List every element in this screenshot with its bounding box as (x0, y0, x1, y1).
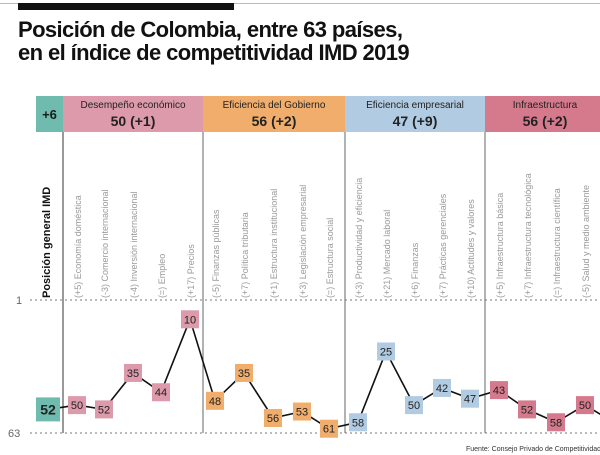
y-axis-label: Posición general IMD (41, 187, 53, 298)
data-label: 43 (493, 385, 505, 397)
group-score: 56 (+2) (523, 113, 568, 129)
chart-title: Posición de Colombia, entre 63 países, e… (18, 17, 410, 65)
top-rule (0, 3, 600, 4)
data-point (320, 419, 338, 438)
category-label: (+3) Productividad y eficiencia (354, 178, 364, 298)
data-label: 10 (184, 314, 196, 326)
group-header-box (63, 96, 203, 132)
group-name: Eficiencia empresarial (366, 100, 464, 111)
source-note: Fuente: Consejo Privado de Competitivida… (466, 446, 600, 453)
group-score: 50 (+1) (111, 113, 156, 129)
category-label: (-5) Finanzas públicas (211, 209, 221, 298)
category-label: (=) Estructura social (325, 218, 335, 298)
data-label: 52 (98, 404, 110, 416)
overall-change: +6 (42, 107, 57, 122)
data-label: 58 (550, 417, 562, 429)
data-label: 48 (209, 396, 221, 408)
data-point (124, 363, 142, 382)
data-point (264, 408, 282, 427)
group-header-box (345, 96, 485, 132)
data-label: 52 (40, 401, 56, 417)
category-label: (+7) Infraestructura tecnológica (523, 173, 533, 298)
data-point (293, 402, 311, 421)
data-label: 47 (464, 394, 476, 406)
group-score: 47 (+9) (393, 113, 438, 129)
top-bar (18, 3, 234, 10)
data-point (152, 383, 170, 402)
group-name: Infraestructura (513, 100, 578, 111)
category-label: (+6) Finanzas (410, 242, 420, 298)
category-label: (+7) Prácticas gerenciales (438, 193, 448, 298)
data-point (36, 397, 60, 422)
data-label: 61 (323, 424, 335, 436)
data-point (576, 396, 594, 415)
category-label: (+10) Actitudes y valores (466, 199, 476, 298)
data-point (405, 396, 423, 415)
data-label: 25 (380, 346, 392, 358)
title-line-1: Posición de Colombia, entre 63 países, (18, 17, 403, 42)
y-tick-label: 1 (16, 295, 22, 307)
category-label: (+21) Mercado laboral (382, 210, 392, 298)
category-label: (+5) Infraestructura básica (495, 193, 505, 298)
overall-change-box (36, 96, 63, 132)
data-label: 56 (267, 413, 279, 425)
category-label: (=) Infraestructura científica (552, 188, 562, 298)
data-label: 52 (521, 404, 533, 416)
data-label: 42 (436, 383, 448, 395)
group-name: Eficiencia del Gobierno (223, 100, 326, 111)
category-label: (+7) Política tributaria (240, 212, 250, 298)
group-header-box (203, 96, 345, 132)
data-label: 50 (579, 400, 591, 412)
y-tick-label: 63 (8, 428, 20, 440)
data-point (349, 413, 367, 432)
data-label: 35 (127, 368, 139, 380)
category-label: (=) Empleo (157, 254, 167, 298)
data-point (377, 342, 395, 361)
data-point (518, 400, 536, 419)
data-point (461, 389, 479, 408)
data-label: 58 (352, 417, 364, 429)
data-point (206, 391, 224, 410)
data-point (433, 378, 451, 397)
group-header-box (485, 96, 600, 132)
data-label: 35 (238, 368, 250, 380)
data-point (490, 381, 508, 400)
data-point (235, 363, 253, 382)
data-point (181, 310, 199, 329)
category-label: (+1) Estructura institucional (269, 189, 279, 298)
category-label: (-4) Inversión internacional (129, 191, 139, 298)
data-point (68, 396, 86, 415)
category-label: (-5) Salud y medio ambiente (581, 185, 591, 298)
data-point (547, 413, 565, 432)
data-point (95, 400, 113, 419)
data-label: 50 (71, 400, 83, 412)
category-label: (+17) Precios (186, 244, 196, 298)
title-line-2: en el índice de competitividad IMD 2019 (18, 40, 410, 65)
data-label: 53 (296, 407, 308, 419)
category-label: (+5) Economía doméstica (73, 195, 83, 298)
category-label: (+3) Legislación empresarial (298, 185, 308, 298)
category-label: (-3) Comercio internacional (100, 189, 110, 298)
group-name: Desempeño económico (80, 100, 185, 111)
group-score: 56 (+2) (252, 113, 297, 129)
data-label: 50 (408, 400, 420, 412)
data-label: 44 (155, 387, 167, 399)
